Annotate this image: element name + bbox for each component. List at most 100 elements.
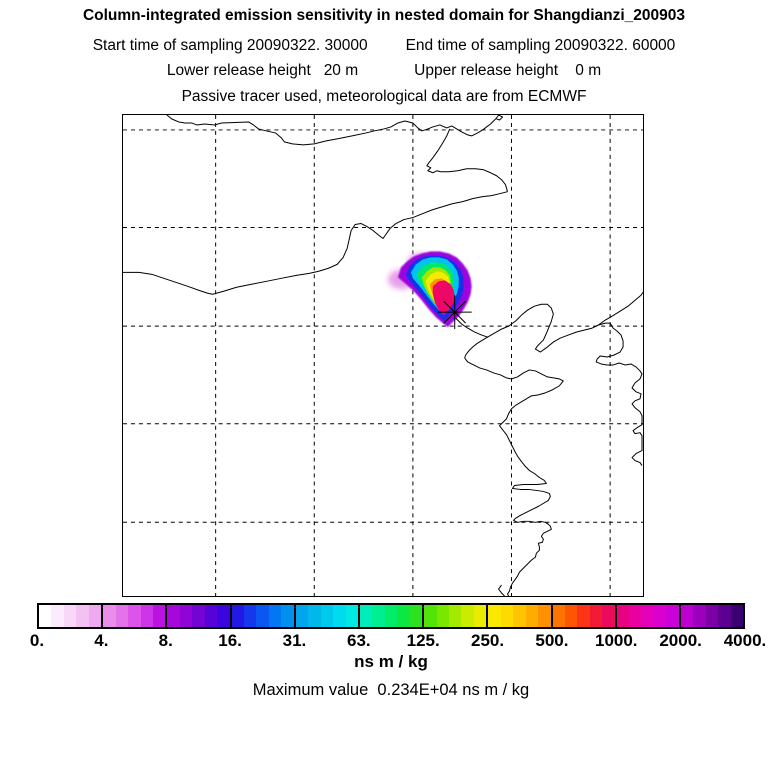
colorbar-interval (616, 605, 681, 627)
colorbar-cell (140, 605, 153, 627)
colorbar-cell (577, 605, 590, 627)
colorbar-tick-label: 1000. (594, 631, 638, 650)
colorbar-interval (39, 605, 104, 627)
colorbar-cell (359, 605, 373, 627)
colorbar-ticks: 0. 4. 8. 16. 31. 63. 125. 250. 500. 1000. 2000. 400… (30, 631, 766, 651)
coastline-path (455, 303, 643, 466)
colorbar-cell (333, 605, 346, 627)
colorbar-tick-label: 4. (94, 631, 109, 650)
colorbar-interval (103, 605, 168, 627)
colorbar-cell (256, 605, 269, 627)
colorbar-cell (204, 605, 218, 627)
colorbar-cell (179, 605, 193, 627)
max-value-text: Maximum value 0.234E+04 ns m / kg (252, 681, 530, 699)
colorbar-cell (39, 605, 52, 627)
colorbar-cell (76, 605, 89, 627)
release-heights-line: Lower release height 20 m Upper release … (0, 62, 768, 80)
colorbar-interval (552, 605, 617, 627)
coastline-path (498, 584, 505, 596)
colorbar-cell (589, 605, 603, 627)
colorbar-cell (513, 605, 526, 627)
colorbar-cell (730, 605, 744, 627)
colorbar-cell (231, 605, 244, 627)
colorbar-interval (359, 605, 425, 627)
colorbar-cell (461, 605, 474, 627)
map-svg (123, 115, 643, 596)
plot-title: Column-integrated emission sensitivity i… (82, 7, 686, 24)
colorbar-cell (320, 605, 334, 627)
colorbar-tick-label: 125. (406, 631, 440, 650)
coastline-path (597, 291, 643, 326)
colorbar-cell (103, 605, 116, 627)
colorbar-cell (281, 605, 294, 627)
colorbar-cell (602, 605, 615, 627)
coastline-path (123, 191, 508, 295)
colorbar-cell (409, 605, 423, 627)
colorbar-cell (654, 605, 667, 627)
colorbar-cell (564, 605, 578, 627)
colorbar-cell (449, 605, 462, 627)
map-frame (122, 114, 644, 597)
colorbar-cell (88, 605, 102, 627)
colorbar-cell (705, 605, 719, 627)
colorbar (37, 603, 745, 629)
colorbar-cell (680, 605, 694, 627)
colorbar-cell (552, 605, 565, 627)
colorbar-cell (244, 605, 257, 627)
colorbar-cell (384, 605, 398, 627)
colorbar-cell (372, 605, 385, 627)
colorbar-cell (63, 605, 77, 627)
colorbar-tick-label: 2000. (659, 631, 702, 650)
colorbar-cell (641, 605, 654, 627)
colorbar-cell (436, 605, 449, 627)
colorbar-interval (231, 605, 296, 627)
colorbar-interval (424, 605, 489, 627)
start-time-text: Start time of sampling 20090322. 30000 (92, 37, 368, 54)
colorbar-interval (680, 605, 744, 627)
coastline-path (464, 336, 564, 596)
colorbar-cell (666, 605, 679, 627)
colorbar-cell (128, 605, 141, 627)
colorbar-cell (51, 605, 64, 627)
colorbar-cell (525, 605, 539, 627)
colorbar-cell (718, 605, 731, 627)
sampling-times-line: Start time of sampling 20090322. 30000 E… (0, 37, 768, 55)
colorbar-cell (500, 605, 514, 627)
colorbar-cell (217, 605, 230, 627)
colorbar-cell (473, 605, 487, 627)
colorbar-interval (488, 605, 553, 627)
colorbar-tick-label: 4000. (723, 631, 767, 650)
colorbar-units-label: ns m / kg (354, 652, 428, 671)
colorbar-tick-label: 500. (535, 631, 569, 650)
colorbar-cell (152, 605, 166, 627)
end-time-text: End time of sampling 20090322. 60000 (405, 37, 676, 54)
colorbar-interval (167, 605, 232, 627)
colorbar-tick-label: 63. (346, 631, 371, 650)
source-marker-ray (443, 300, 467, 324)
colorbar-tick-label: 0. (29, 631, 45, 650)
upper-release-text: Upper release height 0 m (414, 62, 602, 79)
coastline-path (166, 115, 504, 146)
colorbar-cell (397, 605, 410, 627)
colorbar-cell (167, 605, 180, 627)
colorbar-cell (115, 605, 129, 627)
colorbar-cell (693, 605, 706, 627)
colorbar-tick-label: 31. (282, 631, 307, 650)
colorbar-cell (268, 605, 282, 627)
colorbar-cell (424, 605, 437, 627)
colorbar-cell (295, 605, 309, 627)
colorbar-tick-label: 250. (470, 631, 505, 650)
colorbar-cell (192, 605, 205, 627)
colorbar-cell (345, 605, 358, 627)
coastline-path (426, 128, 508, 192)
colorbar-tick-label: 16. (218, 631, 242, 650)
colorbar-cell (308, 605, 321, 627)
colorbar-cell (538, 605, 551, 627)
colorbar-cell (488, 605, 501, 627)
tracer-info-text: Passive tracer used, meteorological data… (181, 88, 587, 105)
lower-release-text: Lower release height 20 m (166, 62, 359, 79)
colorbar-cell (616, 605, 630, 627)
colorbar-interval (295, 605, 360, 627)
colorbar-cell (629, 605, 642, 627)
